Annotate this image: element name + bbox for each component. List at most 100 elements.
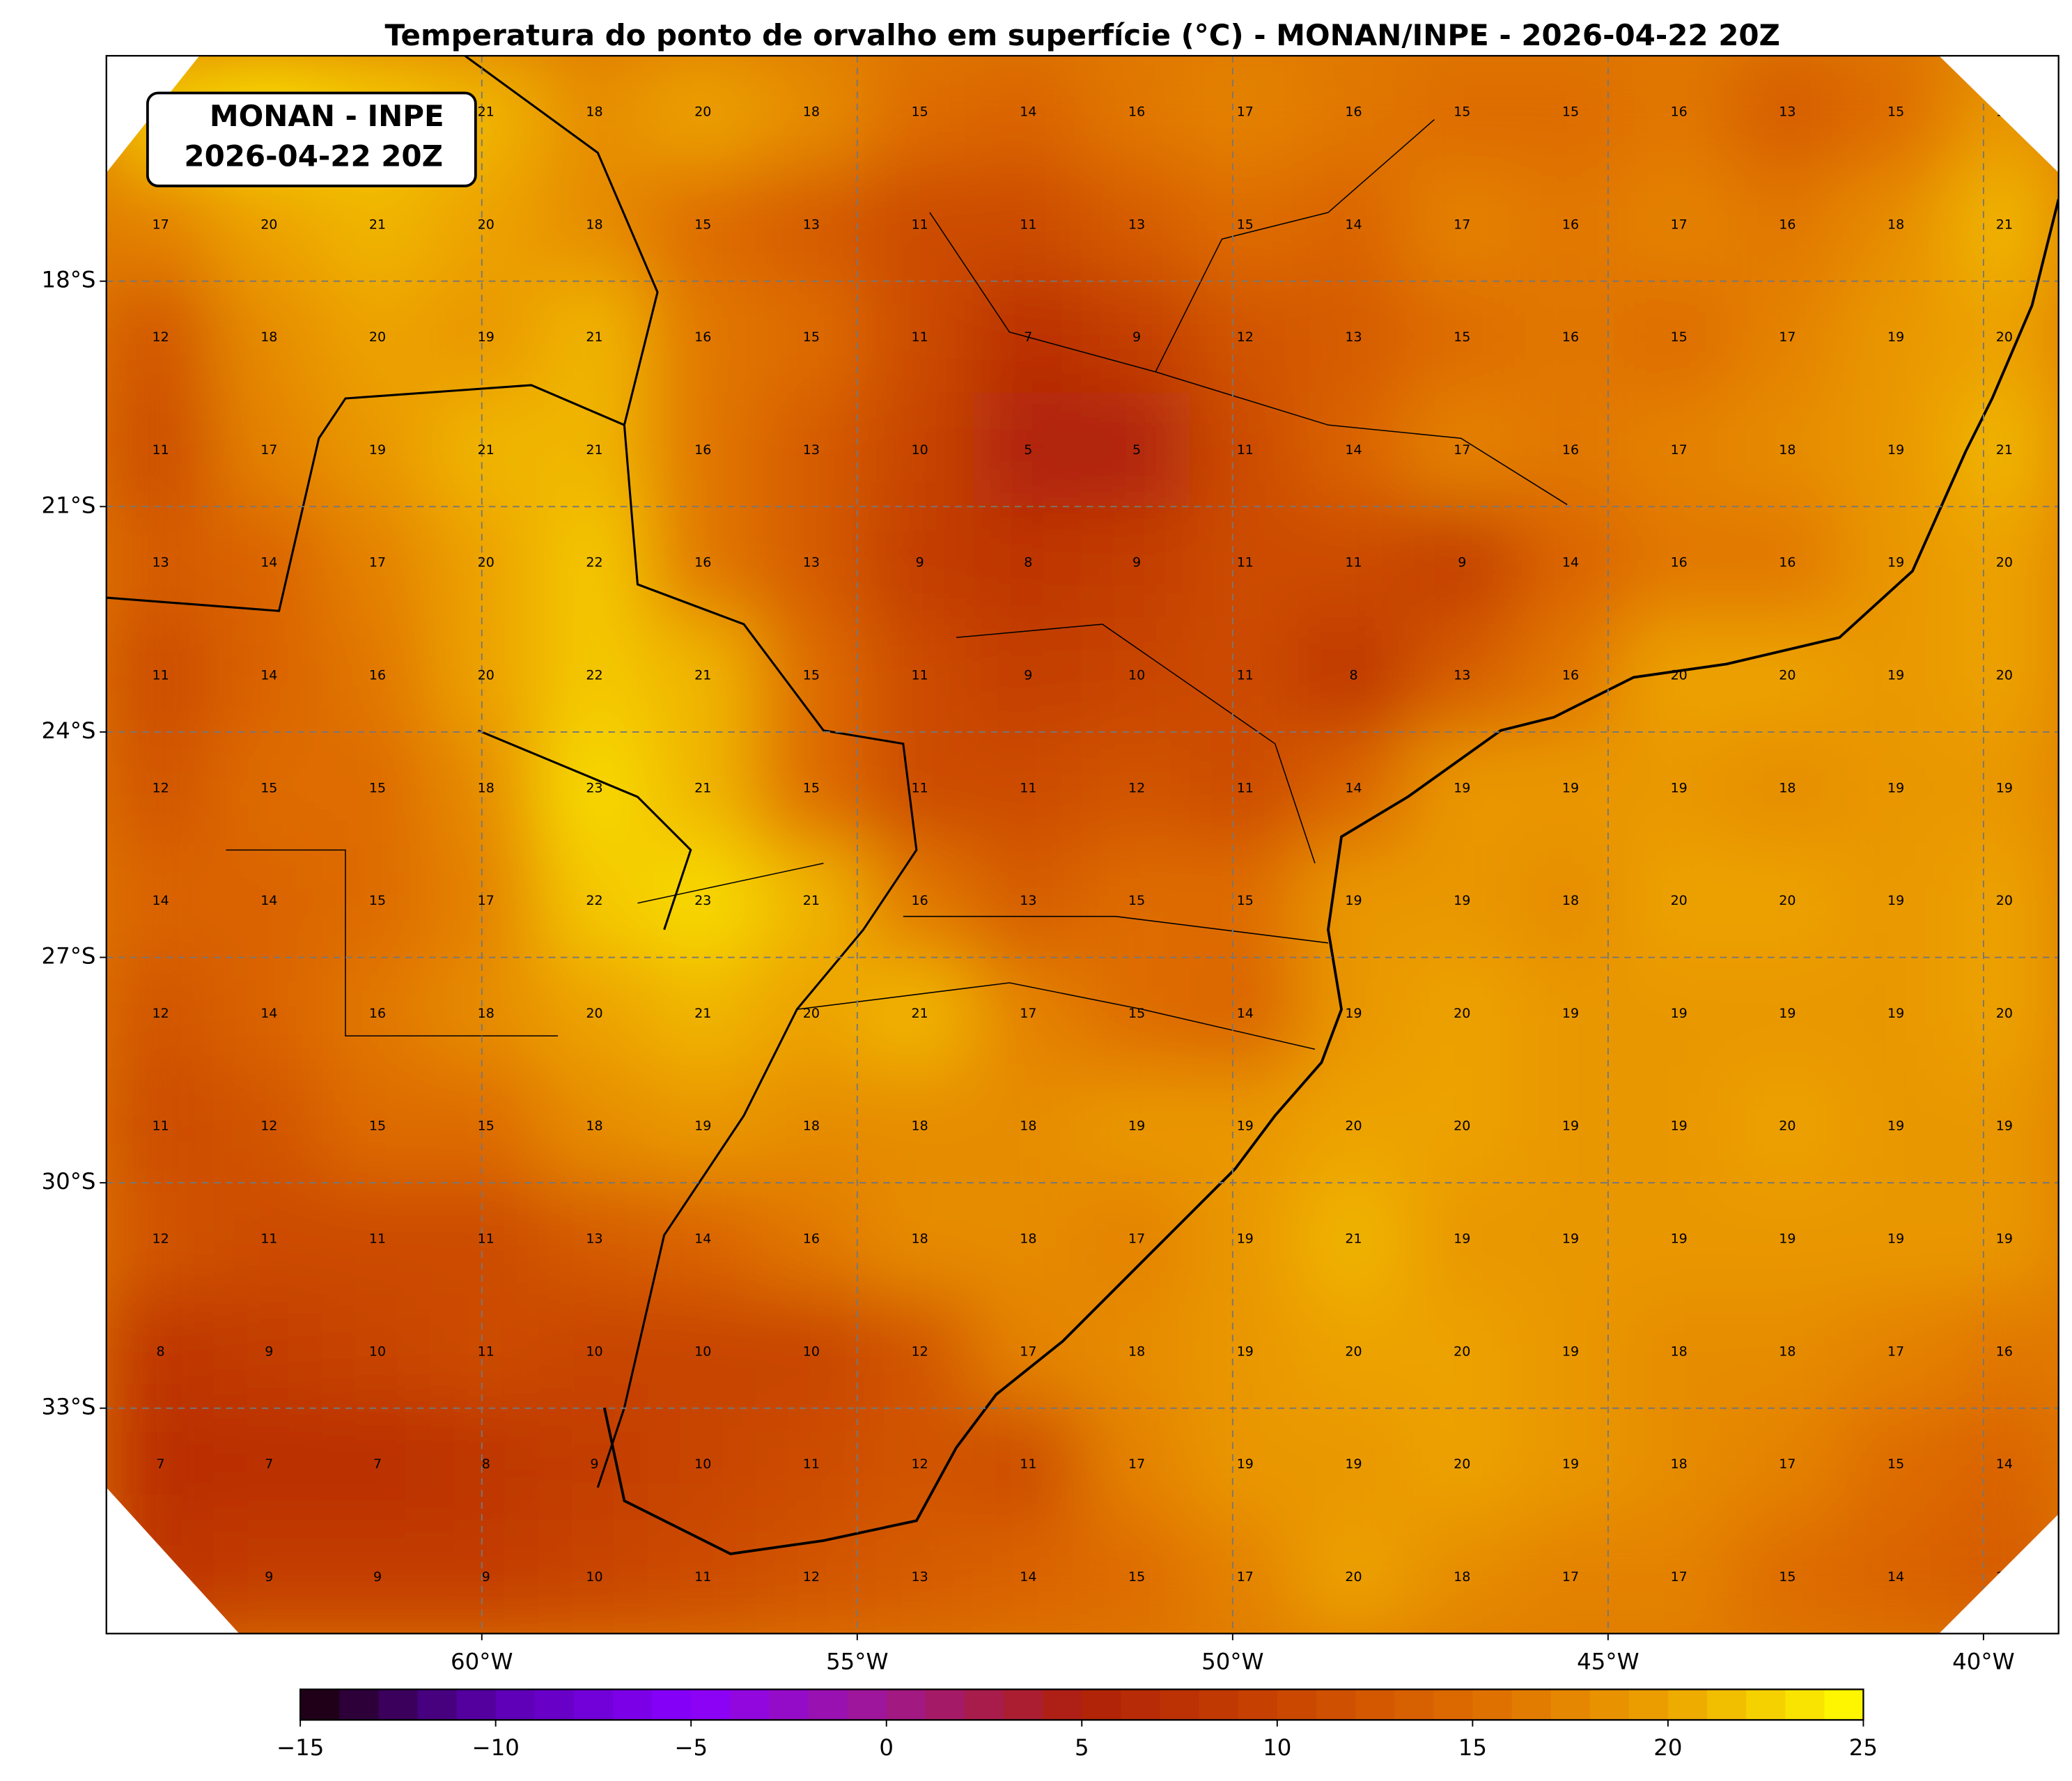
field-cell bbox=[1298, 956, 1410, 1072]
field-cell bbox=[1406, 1068, 1518, 1185]
field-value: 15 bbox=[1454, 104, 1470, 119]
field-value: 15 bbox=[1671, 329, 1688, 345]
field-value: 21 bbox=[478, 104, 494, 119]
field-cell bbox=[1840, 1181, 1952, 1297]
field-cell bbox=[322, 1181, 433, 1297]
field-value: 12 bbox=[152, 329, 169, 345]
field-cell bbox=[430, 1068, 542, 1185]
field-value: 14 bbox=[1020, 1569, 1036, 1585]
field-value: 13 bbox=[1128, 217, 1145, 232]
field-cell bbox=[756, 1519, 867, 1634]
field-value: 18 bbox=[586, 217, 602, 232]
field-cell bbox=[1190, 843, 1301, 959]
field-cell bbox=[1731, 618, 1844, 733]
field-cell bbox=[322, 279, 433, 396]
field-value: 11 bbox=[478, 1344, 494, 1359]
field-value: 19 bbox=[1237, 1231, 1254, 1247]
field-cell bbox=[972, 1406, 1084, 1523]
field-cell bbox=[1623, 1406, 1735, 1523]
field-value: 21 bbox=[912, 1006, 928, 1021]
colorbar-step bbox=[1785, 1689, 1825, 1720]
field-value: 15 bbox=[1128, 1569, 1145, 1585]
field-value: 19 bbox=[1671, 1119, 1688, 1134]
field-cell bbox=[1298, 843, 1410, 959]
field-value: 19 bbox=[1887, 1231, 1904, 1247]
field-value: 14 bbox=[1345, 780, 1362, 795]
field-cell bbox=[322, 731, 433, 846]
field-value: 19 bbox=[1237, 1456, 1254, 1472]
field-cell bbox=[1406, 956, 1518, 1072]
field-cell bbox=[1190, 731, 1301, 846]
state-borders bbox=[226, 119, 1568, 1050]
colorbar-step bbox=[1589, 1689, 1630, 1720]
field-value: 20 bbox=[586, 1006, 602, 1021]
field-value: 18 bbox=[1779, 780, 1796, 795]
field-cell bbox=[1731, 56, 1844, 170]
field-cell bbox=[538, 279, 651, 396]
colorbar-step bbox=[1746, 1689, 1786, 1720]
field-value: 9 bbox=[1132, 329, 1141, 345]
field-value: 23 bbox=[694, 893, 711, 908]
field-value: 20 bbox=[1454, 1456, 1470, 1472]
field-cell bbox=[647, 618, 758, 733]
colorbar-tick-label: 20 bbox=[1653, 1734, 1682, 1761]
field-value: 17 bbox=[1671, 217, 1688, 232]
field-cell bbox=[647, 1181, 758, 1297]
field-value: 15 bbox=[1887, 1456, 1904, 1472]
colorbar-step bbox=[1238, 1689, 1278, 1720]
field-cell bbox=[1081, 392, 1192, 508]
field-cell bbox=[647, 1519, 758, 1634]
field-cell bbox=[972, 1068, 1084, 1185]
colorbar-step bbox=[730, 1689, 770, 1720]
field-cell bbox=[647, 1406, 758, 1523]
field-value: 19 bbox=[1562, 1456, 1579, 1472]
field-value: 18 bbox=[1671, 1344, 1688, 1359]
field-cell bbox=[538, 843, 651, 959]
field-value: 20 bbox=[1345, 1119, 1362, 1134]
field-cell bbox=[213, 843, 325, 959]
field-cell bbox=[972, 618, 1084, 733]
field-value: 19 bbox=[1779, 1231, 1796, 1247]
field-value: 18 bbox=[1454, 1569, 1470, 1585]
field-value: 11 bbox=[152, 442, 169, 458]
field-value: 16 bbox=[369, 668, 386, 683]
field-cell bbox=[213, 1406, 325, 1523]
field-cell bbox=[972, 956, 1084, 1072]
field-value: 12 bbox=[803, 1569, 820, 1585]
field-value: 15 bbox=[1237, 893, 1254, 908]
field-cell bbox=[972, 505, 1084, 621]
colorbar-step bbox=[1199, 1689, 1239, 1720]
field-value: 15 bbox=[1237, 217, 1254, 232]
field-value: 17 bbox=[260, 442, 277, 458]
field-cell bbox=[756, 843, 867, 959]
map-frame bbox=[105, 54, 2059, 1635]
colorbar-step bbox=[1082, 1689, 1122, 1720]
field-cell bbox=[756, 1406, 867, 1523]
field-value: 21 bbox=[586, 329, 602, 345]
field-value: 18 bbox=[1671, 1456, 1688, 1472]
field-value: 8 bbox=[1024, 555, 1032, 570]
field-value: 14 bbox=[694, 1231, 711, 1247]
field-cell bbox=[322, 618, 433, 733]
annotation-line: MONAN - INPE bbox=[210, 99, 444, 133]
field-cell bbox=[756, 731, 867, 846]
x-tick-label: 55°W bbox=[826, 1648, 888, 1674]
field-value: 20 bbox=[478, 668, 494, 683]
field-cell bbox=[1298, 618, 1410, 733]
borders bbox=[106, 56, 2059, 1555]
field-cell bbox=[538, 731, 651, 846]
field-cell bbox=[322, 392, 433, 508]
field-value: 11 bbox=[478, 1231, 494, 1247]
field-value: 9 bbox=[265, 1569, 273, 1585]
field-value: 15 bbox=[1454, 329, 1470, 345]
field-cell bbox=[1949, 279, 2059, 396]
field-cell bbox=[1840, 843, 1952, 959]
field-cell bbox=[1840, 56, 1952, 170]
field-cell bbox=[213, 392, 325, 508]
field-cell bbox=[322, 1294, 433, 1410]
field-value: 16 bbox=[1779, 217, 1796, 232]
field-cell bbox=[106, 279, 217, 396]
field-value: 13 bbox=[1454, 668, 1470, 683]
colorbar-step bbox=[808, 1689, 848, 1720]
field-cell bbox=[1731, 392, 1844, 508]
